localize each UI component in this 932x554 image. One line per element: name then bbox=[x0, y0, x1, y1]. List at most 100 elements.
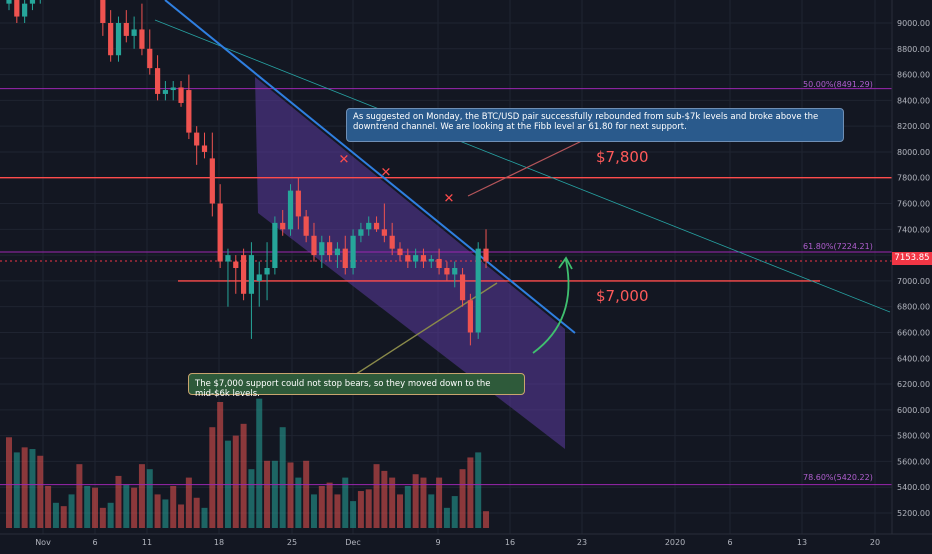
volume-bar bbox=[162, 499, 169, 528]
volume-bar bbox=[420, 477, 427, 528]
candle-body bbox=[209, 158, 215, 204]
y-tick-label: 6600.00 bbox=[897, 328, 930, 337]
y-tick-label: 8400.00 bbox=[897, 96, 930, 105]
candle-body bbox=[139, 29, 145, 49]
candle-body bbox=[287, 190, 294, 230]
tan-pointer-line bbox=[467, 136, 591, 197]
y-tick-label: 5400.00 bbox=[897, 483, 930, 492]
candle-body bbox=[233, 261, 239, 268]
candle-body bbox=[217, 203, 223, 262]
current-price-tag[interactable]: 7153.85 bbox=[892, 252, 932, 265]
y-tick-label: 6800.00 bbox=[897, 303, 930, 312]
candle-body bbox=[397, 248, 403, 256]
diagonal-trendline-long bbox=[154, 19, 891, 313]
volume-bar bbox=[13, 452, 20, 528]
volume-bar bbox=[389, 477, 396, 528]
volume-bar bbox=[264, 460, 271, 528]
volume-bars bbox=[6, 398, 490, 528]
x-tick-label: 2020 bbox=[665, 538, 685, 547]
y-axis: 5200.00 5400.00 5600.00 5800.00 6000.00 6200.… bbox=[897, 19, 930, 518]
y-tick-label: 5800.00 bbox=[897, 432, 930, 441]
candle-body bbox=[194, 132, 200, 146]
volume-bar bbox=[76, 464, 83, 528]
y-tick-label: 8600.00 bbox=[897, 71, 930, 80]
candle-body bbox=[131, 29, 137, 36]
volume-bar bbox=[256, 398, 263, 528]
volume-bar bbox=[350, 501, 357, 528]
volume-bar bbox=[436, 477, 443, 528]
candle-body bbox=[366, 222, 372, 230]
volume-bar bbox=[123, 484, 130, 528]
x-tick-label: 16 bbox=[505, 538, 515, 547]
volume-bar bbox=[310, 494, 317, 528]
x-tick-label: Dec bbox=[345, 538, 360, 547]
volume-bar bbox=[209, 427, 216, 528]
fib-786-label: 78.60%(5420.22) bbox=[803, 473, 873, 482]
volume-bar bbox=[154, 494, 161, 528]
x-axis: Nov 6 11 18 25 Dec 9 16 23 2020 6 13 20 bbox=[0, 533, 932, 547]
y-tick-label: 7400.00 bbox=[897, 225, 930, 234]
volume-bar bbox=[6, 437, 12, 528]
volume-bar bbox=[397, 494, 403, 528]
level-label-7000: $7,000 bbox=[596, 287, 649, 305]
candle-body bbox=[311, 235, 317, 256]
candle-body bbox=[334, 248, 341, 256]
candle-body bbox=[29, 0, 36, 4]
x-tick-label: 9 bbox=[435, 538, 440, 547]
candle-body bbox=[420, 255, 427, 262]
rebound-arrow bbox=[532, 259, 570, 354]
y-tick-label: 6000.00 bbox=[897, 406, 930, 415]
x-tick-label: Nov bbox=[35, 538, 51, 547]
x-tick-label: 11 bbox=[142, 538, 152, 547]
volume-bar bbox=[217, 402, 224, 528]
volume-bar bbox=[342, 477, 349, 528]
candle-body bbox=[467, 300, 473, 333]
candle-body bbox=[272, 222, 278, 268]
volume-bar bbox=[201, 507, 208, 528]
callout-support-fail[interactable]: The $7,000 support could not stop bears,… bbox=[188, 373, 525, 399]
candle-body bbox=[147, 48, 153, 69]
downtrend-channel bbox=[255, 77, 565, 449]
candle-body bbox=[381, 229, 387, 236]
candle-body bbox=[201, 145, 208, 152]
volume-bar bbox=[404, 486, 411, 528]
volume-bar bbox=[271, 460, 278, 528]
volume-bar bbox=[373, 464, 380, 528]
candle-body bbox=[350, 235, 356, 268]
callout-rebound[interactable]: As suggested on Monday, the BTC/USD pair… bbox=[346, 108, 844, 142]
candle-body bbox=[452, 268, 458, 275]
candle-body bbox=[186, 90, 192, 133]
candle-body bbox=[436, 258, 442, 268]
volume-bar bbox=[303, 460, 310, 528]
candle-body bbox=[178, 87, 184, 103]
candle-body bbox=[170, 87, 176, 91]
x-tick-label: 25 bbox=[287, 538, 297, 547]
rebound-arrowhead bbox=[558, 256, 573, 270]
downtrend-line[interactable] bbox=[164, 0, 576, 334]
volume-bar bbox=[334, 494, 341, 528]
volume-bar bbox=[459, 469, 466, 528]
x-tick-label: 20 bbox=[870, 538, 880, 547]
horizontal-levels bbox=[0, 88, 892, 486]
y-tick-label: 8800.00 bbox=[897, 45, 930, 54]
y-tick-label: 6400.00 bbox=[897, 354, 930, 363]
candle-body bbox=[248, 255, 255, 294]
candle-body bbox=[6, 0, 12, 4]
candle-body bbox=[428, 258, 434, 262]
volume-bar bbox=[483, 511, 490, 528]
volume-bar bbox=[131, 487, 138, 528]
y-tick-label: 7600.00 bbox=[897, 200, 930, 209]
x-marker: ✕ bbox=[381, 166, 392, 181]
level-label-7800: $7,800 bbox=[596, 148, 649, 166]
volume-bar bbox=[475, 452, 482, 528]
x-tick-label: 18 bbox=[214, 538, 224, 547]
fib-618-label: 61.80%(7224.21) bbox=[803, 242, 873, 251]
candle-body bbox=[295, 190, 301, 217]
x-tick-label: 6 bbox=[92, 538, 97, 547]
volume-bar bbox=[185, 477, 192, 528]
candle-body bbox=[280, 222, 286, 230]
candlestick-series bbox=[6, 0, 489, 346]
volume-bar bbox=[279, 427, 286, 528]
